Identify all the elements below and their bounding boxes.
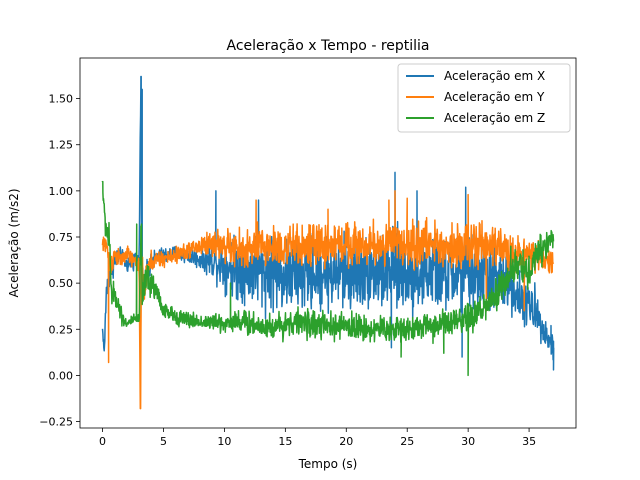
- y-tick-label: 1.25: [49, 139, 74, 152]
- x-tick-label: 35: [522, 435, 536, 448]
- y-tick-label: 0.00: [49, 369, 74, 382]
- y-tick-label: 0.50: [49, 277, 74, 290]
- plot-area: [101, 75, 555, 410]
- y-tick-label: 0.25: [49, 323, 74, 336]
- legend-label: Aceleração em Z: [444, 111, 545, 125]
- series-line-2: [101, 190, 555, 410]
- x-axis-label: Tempo (s): [298, 457, 358, 471]
- x-tick-label: 30: [461, 435, 475, 448]
- x-tick-label: 20: [339, 435, 353, 448]
- legend: Aceleração em X Aceleração em Y Aceleração…: [397, 63, 571, 133]
- y-tick-label: 1.50: [49, 93, 74, 106]
- x-tick-label: 0: [99, 435, 106, 448]
- x-axis: 0 5 10 15 20 25 30 35: [99, 428, 536, 448]
- y-axis: −0.25 0.00 0.25 0.50 0.75 1.00 1.25 1.50: [39, 93, 80, 429]
- x-tick-label: 25: [400, 435, 414, 448]
- legend-label: Aceleração em X: [444, 69, 545, 83]
- y-tick-label: 0.75: [49, 231, 74, 244]
- x-tick-label: 5: [160, 435, 167, 448]
- y-tick-label: 1.00: [49, 185, 74, 198]
- plot-frame: [79, 57, 577, 429]
- x-tick-label: 10: [217, 435, 231, 448]
- x-tick-label: 15: [278, 435, 292, 448]
- y-tick-label: −0.25: [39, 416, 73, 429]
- series-line-3: [101, 180, 555, 377]
- y-axis-label: Aceleração (m/s2): [7, 188, 21, 297]
- legend-label: Aceleração em Y: [444, 90, 545, 104]
- chart-title: Aceleração x Tempo - reptilia: [226, 38, 429, 54]
- legend-box: [397, 63, 571, 133]
